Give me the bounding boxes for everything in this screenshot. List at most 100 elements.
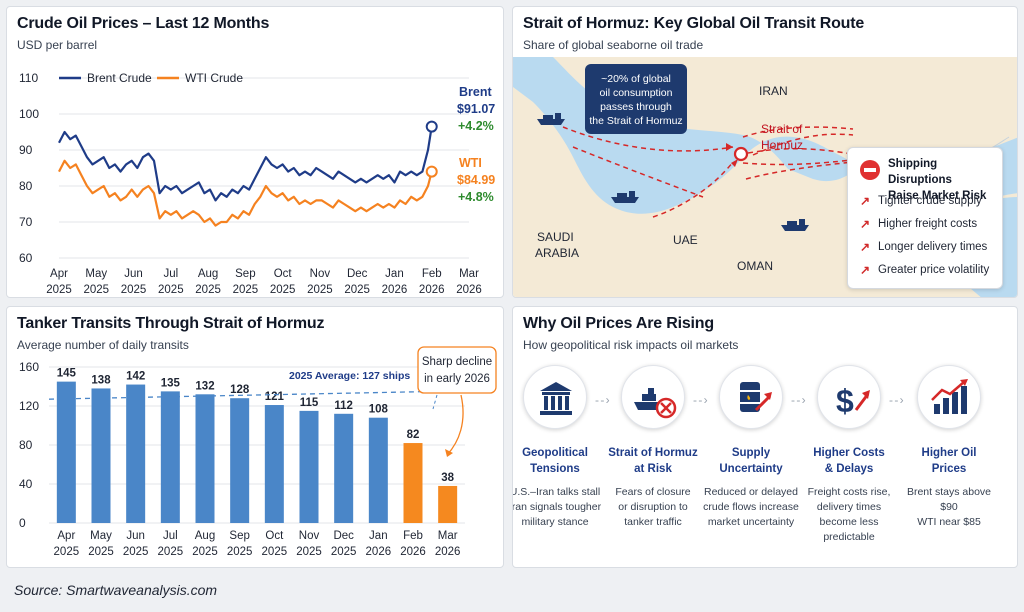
bar-x-tick: Dec (333, 530, 354, 542)
dollar-up-icon: $ (817, 365, 881, 429)
legend-wti-label: WTI Crude (185, 71, 243, 85)
bar-chart-up-icon (917, 365, 981, 429)
bar-x-tick-year: 2026 (435, 546, 461, 558)
bar-x-tick-year: 2026 (366, 546, 392, 558)
bar-x-tick-year: 2025 (296, 546, 322, 558)
price-x-tick-year: 2025 (307, 284, 333, 296)
decline-arrow (446, 394, 464, 456)
bar-x-tick: Feb (403, 530, 423, 542)
bar-value-label: 115 (300, 397, 319, 409)
tanker-chart-title: Tanker Transits Through Strait of Hormuz (17, 315, 325, 332)
bar-x-tick: Jul (163, 530, 178, 542)
step-description: Brent stays above $90 WTI near $85 (906, 486, 992, 528)
decline-note-line-1: Sharp decline (422, 356, 492, 368)
crude-price-panel: Crude Oil Prices – Last 12 Months USD pe… (6, 6, 504, 298)
brent-series-line (58, 126, 433, 202)
oil-barrel-icon (719, 365, 783, 429)
bar-value-label: 145 (57, 368, 77, 380)
flow-arrow-icon: - - › (889, 393, 904, 407)
price-x-tick-year: 2025 (158, 284, 184, 296)
source-credit: Source: Smartwaveanalysis.com (14, 582, 218, 598)
bar-x-tick-year: 2025 (54, 546, 80, 558)
price-y-tick: 100 (19, 107, 39, 121)
bar-value-label: 38 (441, 472, 454, 484)
step-title: Strait of Hormuz at Risk (608, 447, 698, 475)
brent-end-change: +4.2% (458, 119, 494, 133)
shipping-risk-card: Shipping Disruptions Raise Market Risk ↗… (847, 147, 1003, 289)
bar-y-tick: 40 (19, 477, 33, 491)
flow-arrow-icon: - - › (791, 393, 806, 407)
price-y-tick: 70 (19, 215, 33, 229)
price-x-tick: Sep (235, 268, 255, 280)
map-callout-box: ~20% of global oil consumption passes th… (585, 64, 687, 134)
bar-value-label: 138 (91, 374, 111, 386)
why-panel-title: Why Oil Prices Are Rising (523, 315, 714, 332)
bar-value-label: 112 (334, 400, 353, 412)
bar-value-label: 121 (265, 391, 285, 403)
bar-x-tick: Nov (299, 530, 320, 542)
map-panel-title: Strait of Hormuz: Key Global Oil Transit… (523, 15, 865, 32)
bar-x-tick: Sep (229, 530, 249, 542)
average-reference-line (48, 390, 448, 400)
transit-bar (264, 405, 284, 523)
step-title: Higher Oil Prices (921, 447, 977, 475)
price-x-tick: Jan (385, 268, 404, 280)
bar-x-tick: May (90, 530, 112, 542)
bar-value-label: 132 (195, 380, 214, 392)
step-description: Freight costs rise, delivery times becom… (807, 486, 891, 543)
price-x-tick: Nov (310, 268, 331, 280)
transit-bar (334, 413, 354, 523)
bar-x-tick-year: 2025 (227, 546, 253, 558)
price-x-tick: Apr (50, 268, 68, 280)
bar-x-tick: Oct (265, 530, 284, 542)
svg-text:$: $ (836, 383, 854, 419)
price-x-tick-year: 2025 (83, 284, 109, 296)
risk-item: Greater price volatility (878, 264, 990, 276)
strait-label-line-1: Strait of (761, 122, 803, 136)
risk-title-line-2: Raise Market Risk (888, 190, 987, 202)
price-x-tick: Jun (124, 268, 143, 280)
bar-x-tick: Apr (57, 530, 75, 542)
price-x-tick-year: 2025 (270, 284, 296, 296)
transit-bar (195, 394, 215, 523)
flow-arrow-icon: - - › (595, 393, 610, 407)
rising-arrow-icon: ↗ (860, 217, 871, 231)
wti-end-change: +4.8% (458, 190, 494, 204)
price-y-tick: 110 (19, 71, 38, 85)
callout-line-4: the Strait of Hormuz (589, 115, 682, 127)
average-label: 2025 Average: 127 ships (289, 370, 410, 382)
decline-note-line-2: in early 2026 (424, 373, 490, 385)
country-label-uae: UAE (673, 233, 698, 247)
transit-bar (91, 388, 111, 523)
step-title: Higher Costs & Delays (813, 447, 885, 475)
stop-sign-icon (860, 160, 880, 180)
callout-line-1: ~20% of global (601, 73, 671, 85)
price-x-tick: Feb (422, 268, 442, 280)
transit-bar (126, 384, 146, 523)
risk-item: Higher freight costs (878, 218, 978, 230)
step-description: Fears of closure or disruption to tanker… (615, 486, 691, 528)
why-panel-subtitle: How geopolitical risk impacts oil market… (523, 338, 739, 352)
price-x-tick-year: 2026 (456, 284, 482, 296)
price-chart-subtitle: USD per barrel (17, 38, 98, 52)
map-panel-subtitle: Share of global seaborne oil trade (523, 38, 704, 52)
transit-bar (160, 391, 180, 523)
bar-value-label: 108 (369, 404, 389, 416)
hormuz-map-panel: Strait of Hormuz: Key Global Oil Transit… (512, 6, 1018, 298)
tanker-ship-icon (537, 113, 565, 125)
transit-bar (299, 410, 319, 523)
wti-series-line (58, 159, 433, 227)
price-x-tick-year: 2025 (233, 284, 259, 296)
bar-value-label: 128 (230, 384, 250, 396)
legend-brent-label: Brent Crude (87, 71, 152, 85)
bar-x-tick: Mar (438, 530, 458, 542)
transit-bar (438, 485, 458, 523)
price-x-tick-year: 2026 (382, 284, 408, 296)
price-x-tick: May (85, 268, 107, 280)
price-x-tick: Aug (198, 268, 218, 280)
bar-y-tick: 160 (19, 360, 39, 374)
bar-x-tick-year: 2026 (400, 546, 426, 558)
wti-end-price: $84.99 (457, 173, 495, 187)
price-x-tick: Oct (274, 268, 293, 280)
price-y-tick: 90 (19, 143, 33, 157)
